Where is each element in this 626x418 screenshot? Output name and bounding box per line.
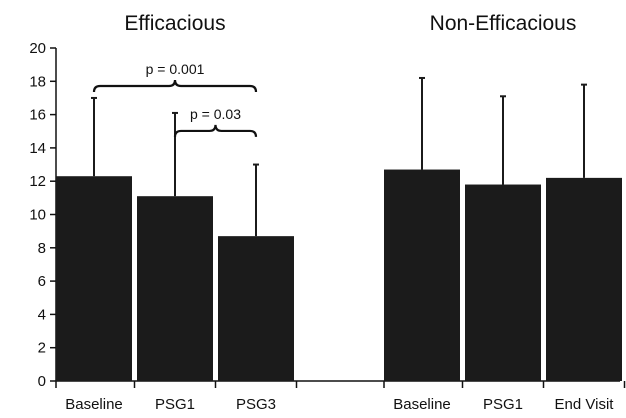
y-tick-label-0: 0 — [38, 373, 46, 390]
error-bars-layer — [91, 76, 587, 237]
annotations-layer — [92, 79, 258, 137]
x-tick-label-1-2: PSG1 — [155, 396, 195, 413]
x-tick-label-2-3: End Visit — [555, 396, 615, 413]
x-tick-label-1-1: Baseline — [65, 396, 123, 413]
bar-1-3 — [218, 236, 294, 381]
group-title-1: Efficacious — [124, 12, 225, 35]
y-tick-label-8: 8 — [38, 240, 46, 257]
bar-2-1 — [384, 169, 460, 381]
labels-layer: 0 2 4 6 8 10 12 14 16 18 20 Baseline PSG1 PSG3 Efficac… — [29, 12, 614, 413]
bar-1-2 — [137, 196, 213, 381]
bar-2-2 — [465, 184, 541, 381]
y-tick-label-6: 6 — [38, 273, 46, 290]
y-tick-label-20: 20 — [29, 40, 46, 57]
y-tick-label-18: 18 — [29, 73, 46, 90]
significance-bracket-1 — [92, 79, 258, 93]
x-tick-label-2-2: PSG1 — [483, 396, 523, 413]
y-tick-label-2: 2 — [38, 340, 46, 357]
y-tick-label-10: 10 — [29, 207, 46, 224]
y-tick-label-14: 14 — [29, 140, 46, 157]
significance-label-2: p = 0.03 — [190, 106, 241, 122]
significance-label-1: p = 0.001 — [146, 61, 205, 77]
x-tick-label-1-3: PSG3 — [236, 396, 276, 413]
group-title-2: Non-Efficacious — [430, 12, 577, 35]
bars-layer — [56, 169, 622, 381]
significance-bracket-2 — [173, 124, 258, 137]
y-tick-label-12: 12 — [29, 173, 46, 190]
y-tick-label-16: 16 — [29, 107, 46, 124]
y-tick-label-4: 4 — [38, 306, 46, 323]
bar-2-3 — [546, 177, 622, 381]
x-tick-label-2-1: Baseline — [393, 396, 451, 413]
bar-1-1 — [56, 176, 132, 381]
